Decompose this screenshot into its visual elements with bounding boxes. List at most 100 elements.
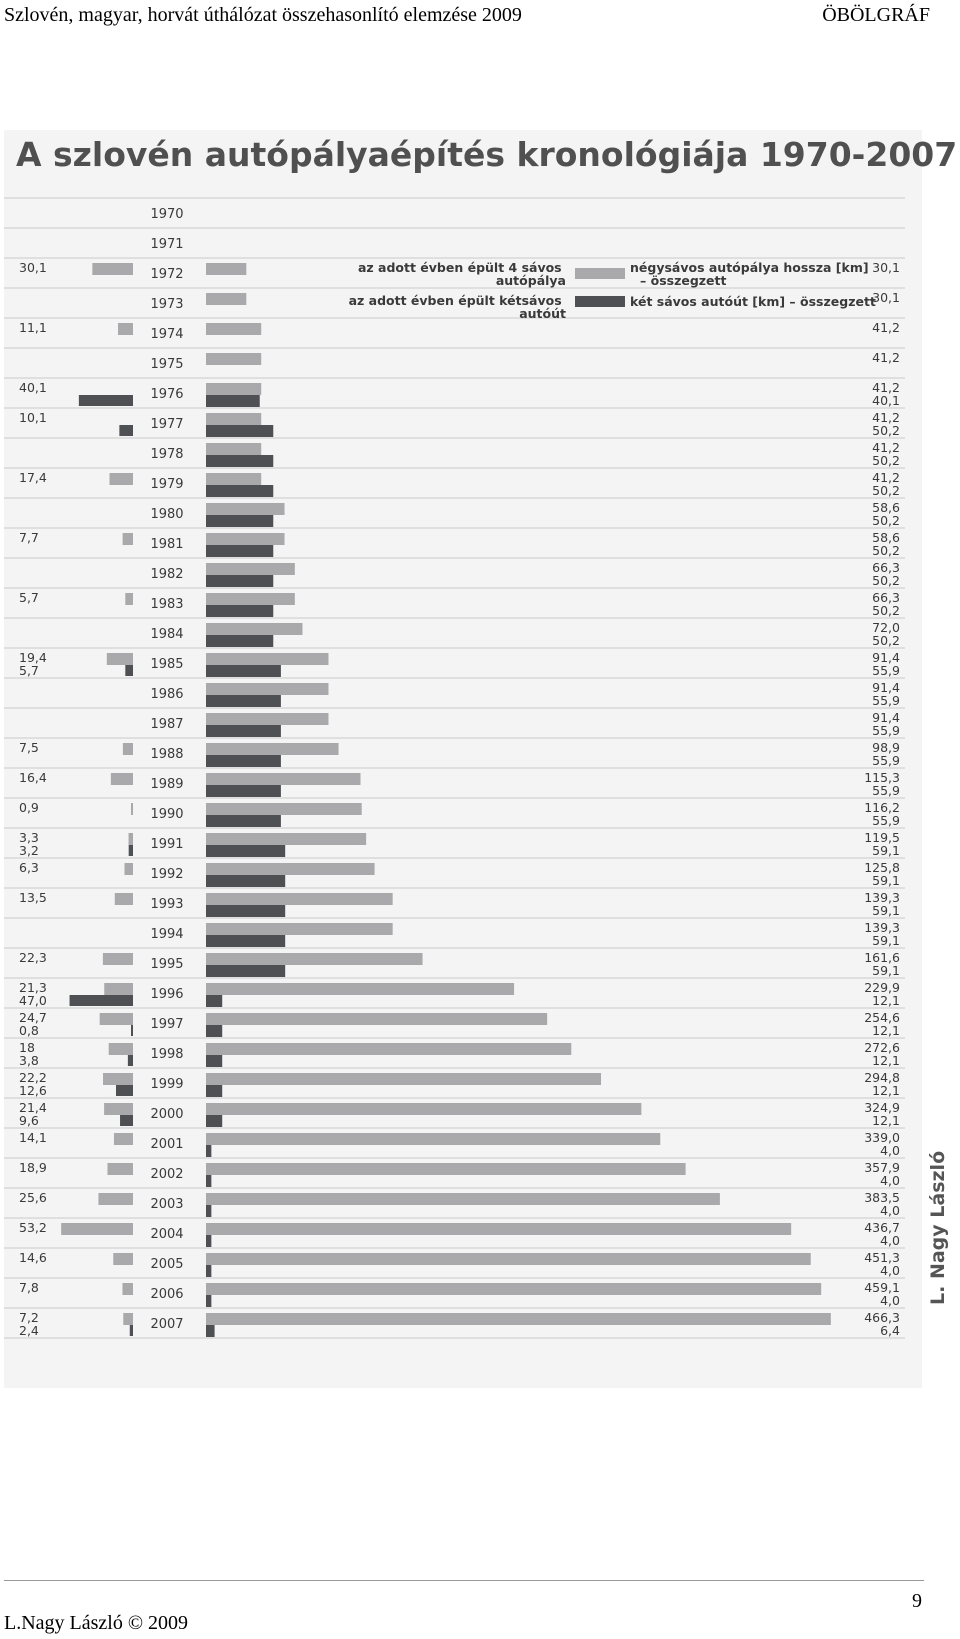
cumulative-four-lane-value: 139,3	[864, 920, 900, 935]
year-label: 1984	[150, 627, 183, 642]
annual-four-lane-value: 7,7	[19, 530, 39, 545]
cumulative-two-lane-bar	[206, 965, 286, 977]
annual-two-lane-value: 12,6	[19, 1083, 47, 1098]
cumulative-two-lane-bar	[206, 1175, 212, 1187]
annual-four-lane-bar	[92, 263, 133, 275]
cumulative-four-lane-value: 58,6	[872, 500, 900, 515]
cumulative-two-lane-value: 12,1	[872, 1083, 900, 1098]
annual-four-lane-value: 7,8	[19, 1280, 39, 1295]
cumulative-four-lane-bar	[206, 953, 423, 965]
annual-two-lane-bar	[125, 665, 133, 676]
annual-two-lane-bar	[69, 995, 133, 1006]
chart-author-credit: L. Nagy László	[927, 1151, 949, 1305]
cumulative-four-lane-bar	[206, 833, 367, 845]
annual-four-lane-value: 17,4	[19, 470, 47, 485]
cumulative-four-lane-bar	[206, 353, 262, 365]
cumulative-two-lane-bar	[206, 605, 274, 617]
cumulative-four-lane-value: 139,3	[864, 890, 900, 905]
annual-two-lane-value: 40,1	[19, 380, 47, 395]
annual-two-lane-bar	[129, 1325, 133, 1336]
annual-four-lane-bar	[61, 1223, 133, 1235]
cumulative-four-lane-value: 119,5	[864, 830, 900, 845]
annual-four-lane-value: 3,3	[19, 830, 39, 845]
cumulative-four-lane-value: 229,9	[864, 980, 900, 995]
cumulative-four-lane-value: 91,4	[872, 650, 900, 665]
cumulative-two-lane-bar	[206, 485, 274, 497]
annual-four-lane-value: 0,9	[19, 800, 39, 815]
annual-four-lane-bar	[123, 1313, 133, 1325]
annual-four-lane-value: 5,7	[19, 590, 39, 605]
annual-two-lane-value: 5,7	[19, 663, 39, 678]
chart-title: A szlovén autópályaépítés kronológiája 1…	[16, 135, 957, 174]
cumulative-two-lane-value: 55,9	[872, 723, 900, 738]
cumulative-four-lane-bar	[206, 263, 247, 275]
cumulative-four-lane-value: 254,6	[864, 1010, 900, 1025]
year-label: 1998	[150, 1047, 183, 1062]
year-label: 1989	[150, 777, 183, 792]
cumulative-two-lane-bar	[206, 635, 274, 647]
cumulative-two-lane-bar	[206, 995, 223, 1007]
labels: 1970 1971 1972 30,1 30,1 1973 30,1 1974 11,1 41,2…	[19, 207, 900, 1338]
cumulative-four-lane-bar	[206, 863, 375, 875]
cumulative-two-lane-value: 59,1	[872, 903, 900, 918]
cumulative-four-lane-bar	[206, 803, 362, 815]
legend-annual-two-lane-label: az adott évben épült kétsávos autóút	[349, 293, 566, 321]
cumulative-two-lane-value: 59,1	[872, 843, 900, 858]
cumulative-four-lane-bar	[206, 1133, 661, 1145]
legend-annual-four-lane-label: az adott évben épült 4 sávos autópálya	[358, 260, 566, 288]
year-label: 2003	[150, 1197, 183, 1212]
year-label: 1970	[150, 207, 183, 222]
cumulative-four-lane-bar	[206, 1223, 792, 1235]
cumulative-two-lane-value: 6,4	[880, 1323, 900, 1338]
cumulative-two-lane-value: 55,9	[872, 753, 900, 768]
annual-four-lane-value: 21,4	[19, 1100, 47, 1115]
cumulative-four-lane-value: 466,3	[864, 1310, 900, 1325]
year-label: 1974	[150, 327, 183, 342]
cumulative-two-lane-value: 59,1	[872, 933, 900, 948]
cumulative-two-lane-bar	[206, 545, 274, 557]
cumulative-four-lane-value: 41,2	[872, 410, 900, 425]
annual-four-lane-value: 30,1	[19, 260, 47, 275]
cumulative-four-lane-value: 459,1	[864, 1280, 900, 1295]
cumulative-two-lane-value: 50,2	[872, 603, 900, 618]
annual-four-lane-value: 14,1	[19, 1130, 47, 1145]
annual-four-lane-value: 18	[19, 1040, 35, 1055]
cumulative-two-lane-bar	[206, 935, 286, 947]
legend-cumulative-two-lane-label: két sávos autóút [km] – összegzett	[630, 294, 876, 309]
cumulative-four-lane-value: 41,2	[872, 470, 900, 485]
annual-four-lane-value: 6,3	[19, 860, 39, 875]
cumulative-four-lane-value: 58,6	[872, 530, 900, 545]
cumulative-four-lane-value: 125,8	[864, 860, 900, 875]
annual-two-lane-value: 47,0	[19, 993, 47, 1008]
cumulative-four-lane-bar	[206, 743, 339, 755]
cumulative-four-lane-value: 91,4	[872, 710, 900, 725]
cumulative-two-lane-bar	[206, 905, 286, 917]
cumulative-four-lane-bar	[206, 443, 262, 455]
cumulative-four-lane-bar	[206, 1163, 686, 1175]
annual-four-lane-value: 22,3	[19, 950, 47, 965]
cumulative-two-lane-bar	[206, 785, 281, 797]
cumulative-four-lane-bar	[206, 563, 295, 575]
year-label: 2006	[150, 1287, 183, 1302]
year-label: 1979	[150, 477, 183, 492]
year-label: 1990	[150, 807, 183, 822]
annual-four-lane-value: 7,5	[19, 740, 39, 755]
annual-four-lane-value: 24,7	[19, 1010, 47, 1025]
cumulative-four-lane-bar	[206, 473, 262, 485]
annual-four-lane-bar	[122, 533, 133, 545]
cumulative-four-lane-value: 451,3	[864, 1250, 900, 1265]
cumulative-four-lane-bar	[206, 1013, 548, 1025]
year-label: 1978	[150, 447, 183, 462]
year-label: 1981	[150, 537, 183, 552]
cumulative-four-lane-value: 41,2	[872, 440, 900, 455]
legend-two-lane-swatch	[575, 296, 625, 307]
cumulative-two-lane-bar	[206, 1115, 223, 1127]
annual-four-lane-value: 25,6	[19, 1190, 47, 1205]
year-label: 1992	[150, 867, 183, 882]
annual-four-lane-value: 18,9	[19, 1160, 47, 1175]
cumulative-two-lane-bar	[206, 575, 274, 587]
year-label: 1980	[150, 507, 183, 522]
cumulative-four-lane-bar	[206, 1313, 831, 1325]
cumulative-four-lane-bar	[206, 1073, 602, 1085]
cumulative-four-lane-bar	[206, 1043, 572, 1055]
